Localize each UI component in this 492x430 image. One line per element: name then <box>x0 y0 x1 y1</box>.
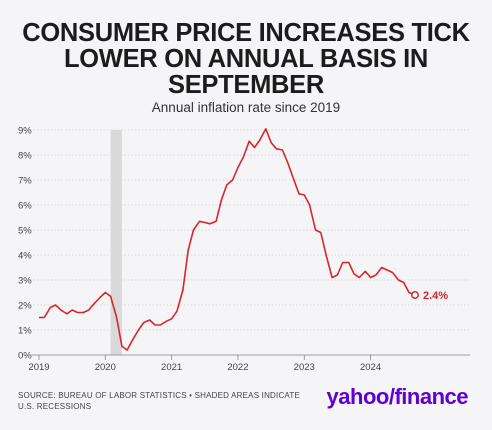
end-point-marker <box>411 291 419 299</box>
chart-subtitle: Annual inflation rate since 2019 <box>151 100 341 115</box>
y-tick-label: 0% <box>18 351 32 362</box>
x-tick-label: 2024 <box>360 362 381 373</box>
recession-band <box>110 130 122 355</box>
inflation-series-line <box>39 128 416 351</box>
x-tick-label: 2022 <box>227 362 248 373</box>
y-tick-label: 3% <box>18 276 32 287</box>
line-chart: 0% 1% 2% 3% 4% 5% 6% 7% 8% 9% 2019 2020 2021 2022 2023… <box>18 126 470 373</box>
y-tick-label: 5% <box>18 226 32 237</box>
y-tick-label: 1% <box>18 326 32 337</box>
y-tick-label: 2% <box>18 301 32 312</box>
x-tick-label: 2023 <box>294 362 315 373</box>
x-tick-label: 2021 <box>161 362 182 373</box>
end-value-label: 2.4% <box>423 290 448 302</box>
y-tick-label: 9% <box>18 126 32 137</box>
yahoo-finance-logo: yahoo/finance <box>326 384 469 409</box>
x-tick-label: 2020 <box>95 362 116 373</box>
source-note: SOURCE: BUREAU OF LABOR STATISTICS • SHA… <box>18 391 301 411</box>
x-tick-label: 2019 <box>28 362 49 373</box>
y-tick-label: 6% <box>18 201 32 212</box>
y-tick-label: 8% <box>18 151 32 162</box>
chart-title: CONSUMER PRICE INCREASES TICK LOWER ON A… <box>22 19 470 99</box>
y-tick-label: 4% <box>18 251 32 262</box>
y-tick-label: 7% <box>18 176 32 187</box>
